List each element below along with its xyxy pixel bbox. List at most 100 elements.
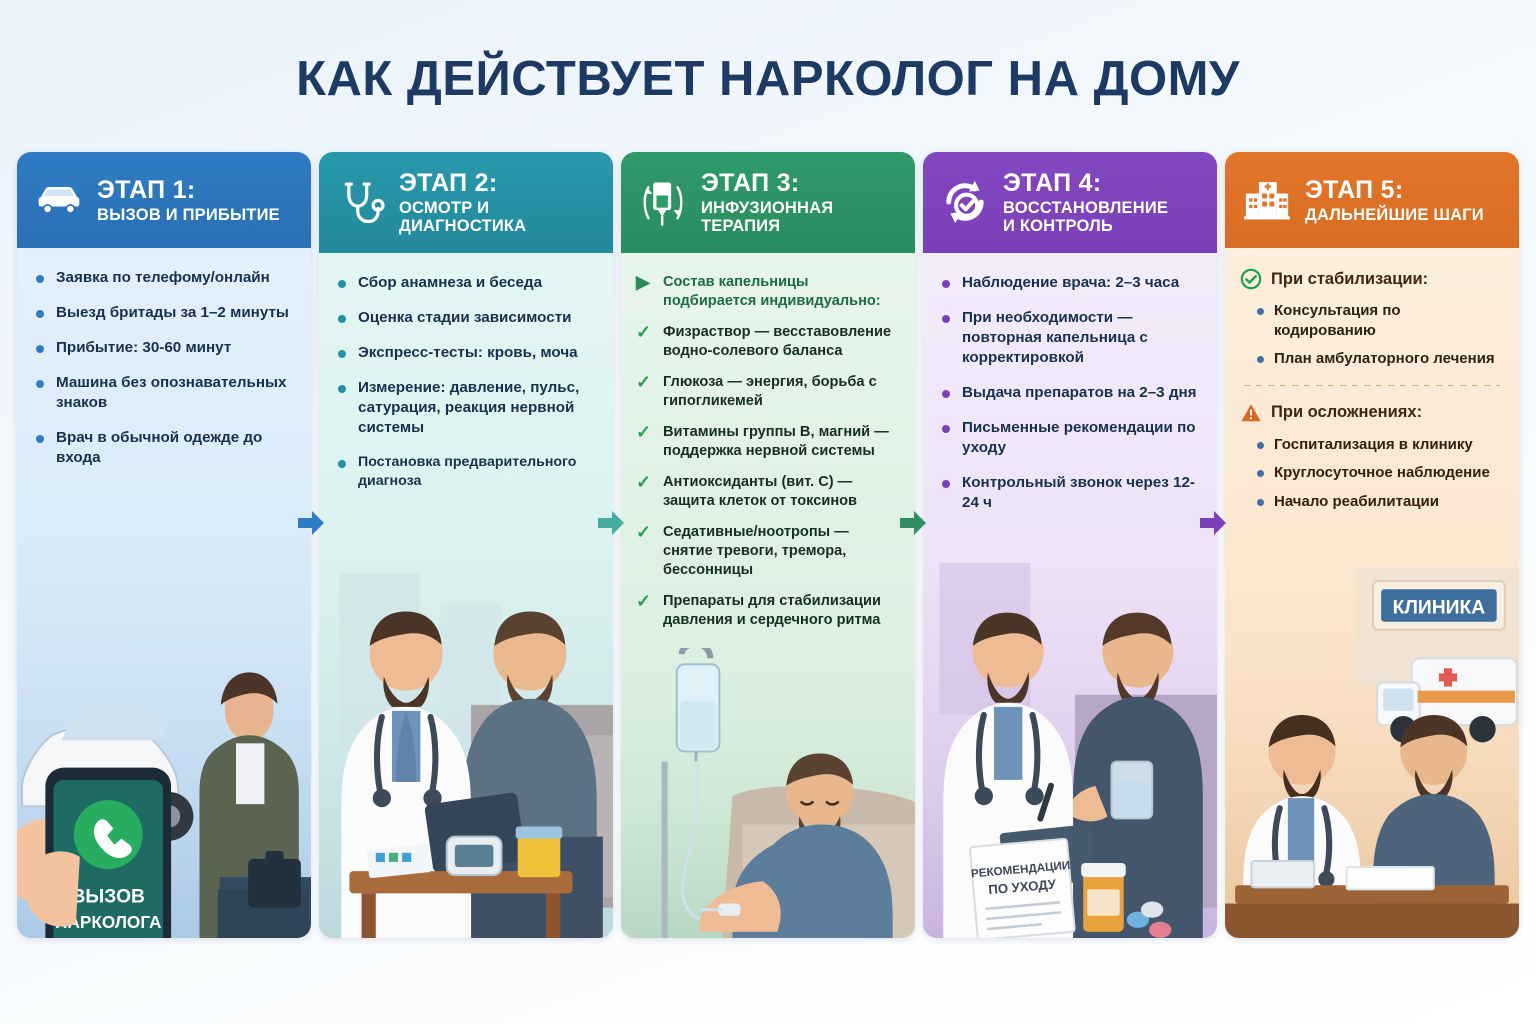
stage-subtitle-5: ДАЛЬНЕЙШИЕ ШАГИ — [1305, 205, 1484, 224]
list-item: Измерение: давление, пульс, сатурация, р… — [334, 378, 598, 438]
stage-card-4: ЭТАП 4: ВОССТАНОВЛЕНИЕ И КОНТРОЛЬ Наблюд… — [923, 152, 1217, 938]
phone-screen-line2: НАРКОЛОГА — [55, 912, 161, 932]
keyword: Антиоксиданты (вит. C) — [663, 473, 834, 490]
section-divider — [1244, 384, 1500, 386]
document-line2: ПО УХОДУ — [988, 876, 1058, 897]
stage-body-1: Заявка по телефому/онлайн Выезд бритады … — [17, 248, 311, 938]
stages-container: ЭТАП 1: ВЫЗОВ И ПРИБЫТИЕ Заявка по телеф… — [17, 152, 1519, 938]
list-item: Постановка предварительного диагноза — [334, 453, 598, 490]
list-item: Прибытие: 30-60 минут — [32, 338, 296, 358]
stage-body-4: Наблюдение врача: 2–3 часа При необходим… — [923, 252, 1217, 938]
check-icon: ✓ — [636, 471, 652, 492]
stage-header-4: ЭТАП 4: ВОССТАНОВЛЕНИЕ И КОНТРОЛЬ — [923, 152, 1217, 253]
list-item: Выезд бритады за 1–2 минуты — [32, 303, 296, 323]
list-item: Машина без опознавательных знаков — [32, 373, 296, 413]
page-title: КАК ДЕЙСТВУЕТ НАРКОЛОГ НА ДОМУ — [296, 52, 1240, 106]
stage-number-5: ЭТАП 5: — [1305, 175, 1404, 204]
list-item: Оценка стадии зависимости — [334, 308, 598, 328]
hospital-icon — [1241, 174, 1293, 226]
list-item: Госпитализация в клинику — [1254, 435, 1504, 455]
check-icon: ✓ — [636, 321, 652, 342]
stage-number-3: ЭТАП 3: — [701, 169, 800, 197]
check-icon: ✓ — [636, 421, 652, 442]
detail: — снятие тревоги, тремора, бессонницы — [663, 523, 849, 578]
check-circle-icon — [1240, 268, 1262, 290]
stage-header-3: ЭТАП 3: ИНФУЗИОННАЯ ТЕРАПИЯ — [621, 152, 915, 253]
arrow-stage3-to-stage4 — [898, 508, 928, 538]
iv-drip-icon — [637, 176, 689, 228]
arrow-stage2-to-stage3 — [596, 508, 626, 538]
stage-3-list: ▶ Состав капельницы подбирается индивиду… — [636, 272, 900, 630]
list-item: Круглосуточное наблюдение — [1254, 463, 1504, 483]
list-item: ✓ Седативные/ноотропы — снятие тревоги, т… — [636, 521, 900, 580]
list-item: ✓ Антиоксиданты (вит. C) — защита клеток … — [636, 471, 900, 511]
keyword: Препараты для стабилизации — [663, 592, 881, 609]
section-complications: При осложнениях: Госпитализация в клиник… — [1240, 402, 1504, 512]
lead-text: Состав капельницы подбирается индивидуал… — [663, 273, 881, 309]
stage-subtitle-1: ВЫЗОВ И ПРИБЫТИЕ — [97, 205, 280, 224]
detail: — защита клеток от токсинов — [663, 473, 858, 509]
keyword: Седативные/ноотропы — [663, 523, 831, 540]
warning-triangle-icon — [1240, 402, 1262, 424]
heading-text: При осложнениях: — [1271, 403, 1423, 421]
list-item: Начало реабилитации — [1254, 492, 1504, 512]
list-item: Контрольный звонок через 12-24 ч — [938, 473, 1202, 513]
list-item: Экспресс-тесты: кровь, моча — [334, 343, 598, 363]
stethoscope-icon — [335, 176, 387, 228]
stage-card-2: ЭТАП 2: ОСМОТР И ДИАГНОСТИКА Сбор анамне… — [319, 152, 613, 938]
clinic-sign-text: КЛИНИКА — [1393, 598, 1486, 619]
list-item: Врач в обычной одежде до входа — [32, 428, 296, 468]
list-item: ✓ Витамины группы B, магний — поддержка н… — [636, 421, 900, 461]
stage-2-list: Сбор анамнеза и беседа Оценка стадии зав… — [334, 273, 598, 491]
detail: — весставовление водно-солевого баланса — [663, 323, 892, 359]
list-item: План амбулаторного лечения — [1254, 349, 1504, 369]
list-item: Наблюдение врача: 2–3 часа — [938, 273, 1202, 293]
illustration-next-steps-clinic: КЛИНИКА — [1225, 568, 1519, 938]
stage-header-text-2: ЭТАП 2: ОСМОТР И ДИАГНОСТИКА — [399, 169, 601, 236]
arrow-stage1-to-stage2 — [296, 508, 326, 538]
stage-header-2: ЭТАП 2: ОСМОТР И ДИАГНОСТИКА — [319, 152, 613, 253]
check-icon: ✓ — [636, 590, 652, 611]
complications-list: Госпитализация в клинику Круглосуточное … — [1254, 435, 1504, 512]
heading-text: При стабилизации: — [1271, 269, 1429, 288]
stage-header-text-3: ЭТАП 3: ИНФУЗИОННАЯ ТЕРАПИЯ — [701, 169, 903, 236]
check-icon: ✓ — [636, 371, 652, 392]
stage-number-4: ЭТАП 4: — [1003, 169, 1102, 197]
stage-header-text-1: ЭТАП 1: ВЫЗОВ И ПРИБЫТИЕ — [97, 176, 280, 224]
list-item: Заявка по телефому/онлайн — [32, 268, 296, 288]
stage-body-3: ▶ Состав капельницы подбирается индивиду… — [621, 252, 915, 938]
stage-1-list: Заявка по телефому/онлайн Выезд бритады … — [32, 268, 296, 468]
stage-subtitle-4: ВОССТАНОВЛЕНИЕ И КОНТРОЛЬ — [1003, 199, 1169, 236]
stabilization-list: Консультация по кодированию План амбулат… — [1254, 301, 1504, 369]
illustration-examination — [319, 538, 613, 938]
stage-number-1: ЭТАП 1: — [97, 175, 196, 204]
illustration-recovery-monitoring: РЕКОМЕНДАЦИИ ПО УХОДУ — [923, 538, 1217, 938]
stage-4-list: Наблюдение врача: 2–3 часа При необходим… — [938, 273, 1202, 514]
list-item: Письменные рекомендации по уходу — [938, 418, 1202, 458]
list-item-lead: ▶ Состав капельницы подбирается индивиду… — [636, 272, 900, 311]
stage-card-1: ЭТАП 1: ВЫЗОВ И ПРИБЫТИЕ Заявка по телеф… — [17, 152, 311, 938]
arrow-stage4-to-stage5 — [1198, 508, 1228, 538]
detail: давления и сердечного ритма — [663, 611, 881, 628]
section-heading-stabilization: При стабилизации: — [1240, 268, 1504, 290]
list-item: ✓ Глюкоза — энергия, борьба с гипогликеме… — [636, 371, 900, 411]
stage-body-2: Сбор анамнеза и беседа Оценка стадии зав… — [319, 252, 613, 938]
stage-number-2: ЭТАП 2: — [399, 169, 498, 197]
section-heading-complications: При осложнениях: — [1240, 402, 1504, 424]
stage-header-1: ЭТАП 1: ВЫЗОВ И ПРИБЫТИЕ — [17, 152, 311, 248]
illustration-call-and-arrival: ВЫЗОВ НАРКОЛОГА — [17, 538, 311, 938]
stage-card-3: ЭТАП 3: ИНФУЗИОННАЯ ТЕРАПИЯ ▶ Состав кап… — [621, 152, 915, 938]
stage-header-5: ЭТАП 5: ДАЛЬНЕЙШИЕ ШАГИ — [1225, 152, 1519, 248]
stage-header-text-5: ЭТАП 5: ДАЛЬНЕЙШИЕ ШАГИ — [1305, 176, 1484, 224]
stage-header-text-4: ЭТАП 4: ВОССТАНОВЛЕНИЕ И КОНТРОЛЬ — [1003, 169, 1168, 236]
keyword: Глюкоза — [663, 373, 724, 390]
stage-subtitle-2: ОСМОТР И ДИАГНОСТИКА — [399, 199, 527, 236]
list-item: ✓ Препараты для стабилизации давления и с… — [636, 590, 900, 630]
phone-screen-line1: ВЫЗОВ — [72, 887, 146, 908]
stage-card-5: ЭТАП 5: ДАЛЬНЕЙШИЕ ШАГИ При стабилизации… — [1225, 152, 1519, 938]
stage-subtitle-3: ИНФУЗИОННАЯ ТЕРАПИЯ — [701, 199, 834, 236]
section-stabilization: При стабилизации: Консультация по кодиро… — [1240, 268, 1504, 369]
stage-body-5: При стабилизации: Консультация по кодиро… — [1225, 248, 1519, 938]
check-icon: ✓ — [636, 521, 652, 542]
illustration-infusion-therapy — [621, 648, 915, 938]
